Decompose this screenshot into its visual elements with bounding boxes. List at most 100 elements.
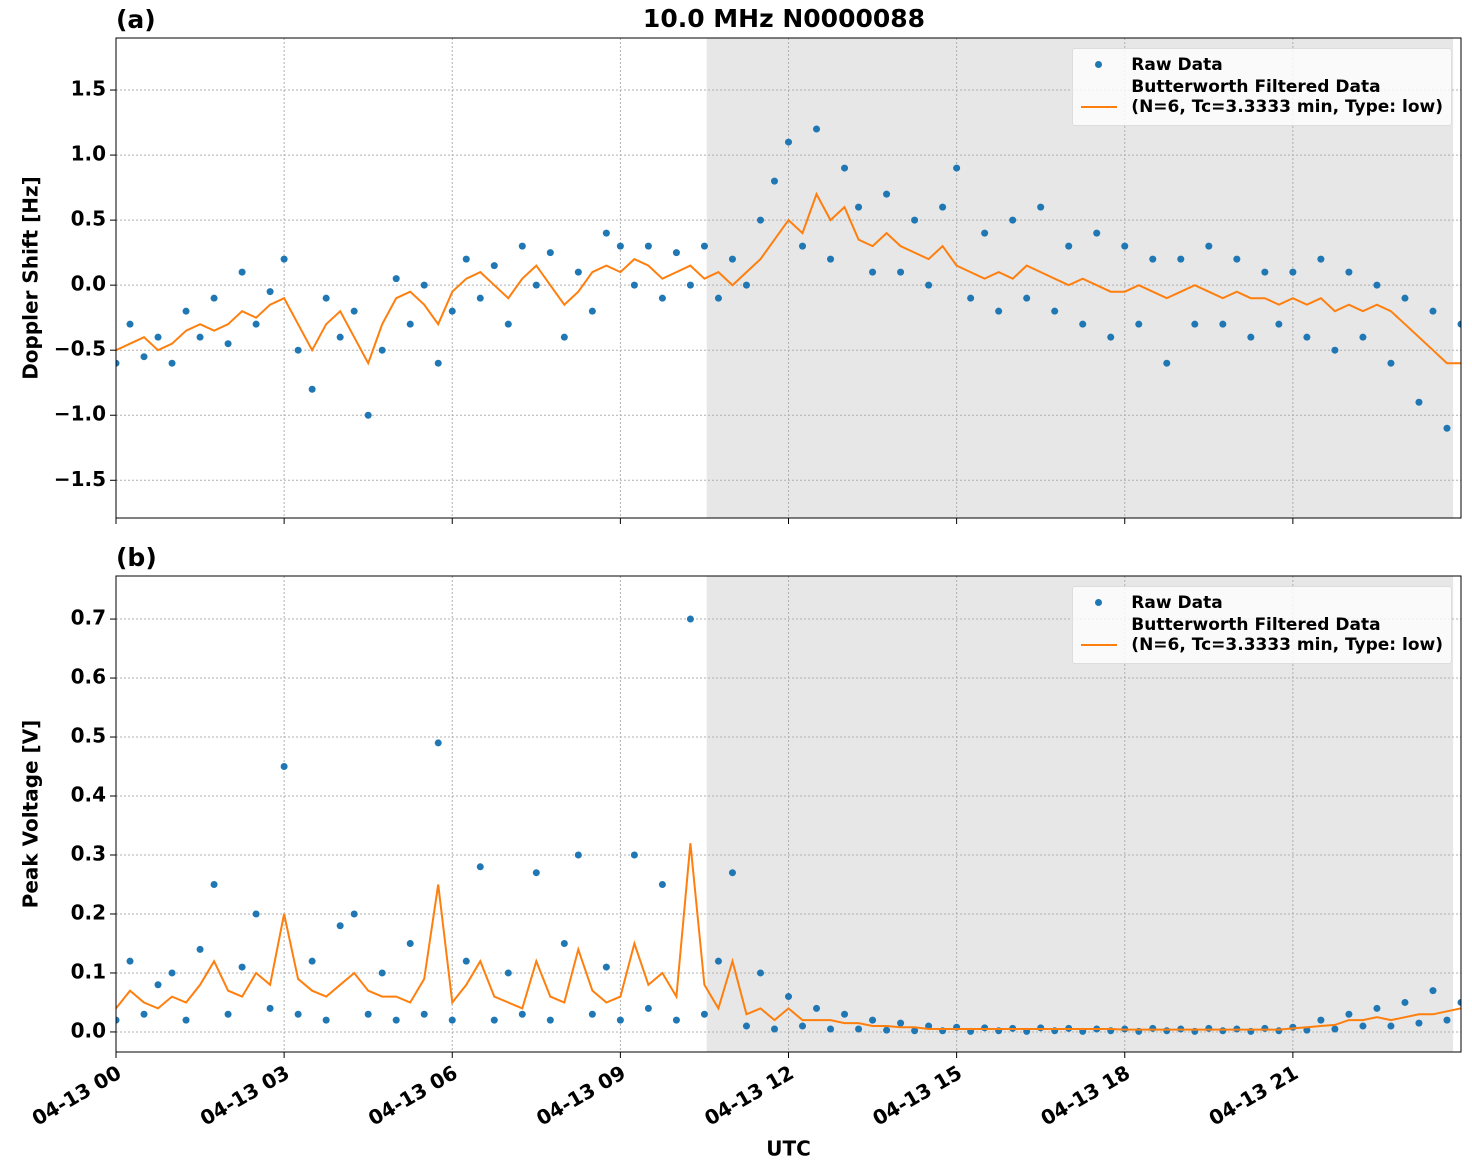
legend-entry: Butterworth Filtered Data (N=6, Tc=3.333… [1079,615,1443,655]
raw-point [140,353,148,361]
raw-point [981,1024,989,1032]
raw-point [799,242,807,250]
raw-point [210,294,218,302]
legend-label: Butterworth Filtered Data (N=6, Tc=3.333… [1131,77,1443,117]
raw-point [462,255,470,263]
raw-point [182,1016,190,1024]
legend-swatch [1081,644,1118,646]
raw-point [658,294,666,302]
raw-point [490,262,498,270]
raw-point [1345,268,1353,276]
raw-point [841,1010,849,1018]
x-tick-label: 04-13 00 [28,1060,126,1130]
raw-point [308,957,316,965]
raw-point [266,1004,274,1012]
raw-point [1387,359,1395,367]
raw-point [981,229,989,237]
raw-point [658,880,666,888]
raw-point [1429,307,1437,315]
raw-point [336,333,344,341]
raw-point [1107,333,1115,341]
raw-point [518,242,526,250]
raw-point [350,910,358,918]
raw-point [116,1016,120,1024]
raw-point [742,281,750,289]
raw-point [1261,1024,1269,1032]
raw-point [406,320,414,328]
raw-point [518,1010,526,1018]
legend-label: Raw Data [1131,55,1223,75]
raw-point [630,851,638,859]
raw-point [322,294,330,302]
raw-point [1009,216,1017,224]
y-tick-label: 1.5 [71,77,106,101]
raw-point [574,851,582,859]
legend-key [1079,55,1119,75]
raw-point [238,268,246,276]
raw-point [1317,1016,1325,1024]
raw-point [392,275,400,283]
x-tick-label: 04-13 09 [532,1060,630,1130]
x-axis-label: UTC [766,1137,811,1161]
raw-point [350,307,358,315]
raw-point [1149,1024,1157,1032]
legend: Raw Data Butterworth Filtered Data (N=6, … [1072,48,1452,126]
raw-point [476,863,484,871]
raw-point [280,255,288,263]
x-tick-label: 04-13 06 [364,1060,462,1130]
raw-point [897,268,905,276]
raw-point [280,763,288,771]
raw-point [1443,1016,1451,1024]
raw-point [883,1026,891,1034]
y-tick-label: 0.0 [71,1018,106,1042]
legend-label: Butterworth Filtered Data (N=6, Tc=3.333… [1131,615,1443,655]
raw-point [1443,424,1451,432]
raw-point [700,242,708,250]
legend-entry: Raw Data [1079,593,1443,613]
raw-point [813,1004,821,1012]
raw-point [294,346,302,354]
y-tick-label: 0.4 [71,783,106,807]
raw-point [1345,1010,1353,1018]
raw-point [1065,242,1073,250]
raw-point [756,216,764,224]
raw-point [1359,1022,1367,1030]
raw-point [672,1016,680,1024]
raw-point [392,1016,400,1024]
raw-point [686,615,694,623]
raw-point [616,1016,624,1024]
raw-point [827,255,835,263]
raw-point [1121,242,1129,250]
x-tick-label: 04-13 15 [868,1060,966,1130]
raw-point [504,969,512,977]
raw-point [196,333,204,341]
raw-point [1415,1019,1423,1027]
raw-point [210,880,218,888]
raw-point [560,939,568,947]
raw-point [308,385,316,393]
raw-point [1219,1027,1227,1035]
raw-point [168,969,176,977]
raw-point [126,957,134,965]
raw-point [770,177,778,185]
raw-point [728,255,736,263]
raw-point [1037,203,1045,211]
panel-label: (a) [116,5,156,34]
raw-point [196,945,204,953]
legend-swatch [1095,599,1103,606]
raw-point [168,359,176,367]
x-tick-label: 04-13 21 [1205,1060,1303,1130]
raw-point [364,1010,372,1018]
raw-point [644,242,652,250]
legend-entry: Butterworth Filtered Data (N=6, Tc=3.333… [1079,77,1443,117]
raw-point [224,340,232,348]
raw-point [1331,1025,1339,1033]
raw-point [140,1010,148,1018]
raw-point [925,281,933,289]
raw-point [420,1010,428,1018]
raw-point [266,288,274,296]
raw-point [1163,1027,1171,1035]
y-tick-label: 1.0 [71,142,106,166]
raw-point [448,1016,456,1024]
raw-point [700,1010,708,1018]
